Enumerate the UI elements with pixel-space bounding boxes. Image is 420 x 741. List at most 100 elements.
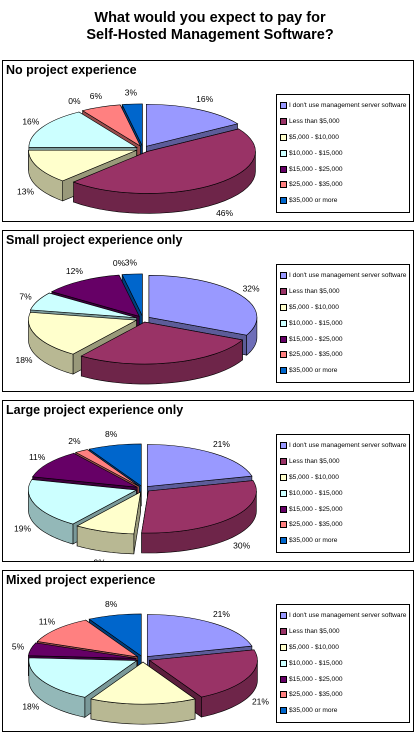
pie-chart-svg: 16% 46% 13% 16% 0% 6% 3% xyxy=(17,87,256,218)
legend-swatch xyxy=(280,165,287,173)
legend-label: $15,000 - $25,000 xyxy=(289,505,343,513)
pie-slice xyxy=(148,649,258,698)
legend-label: Less than $5,000 xyxy=(289,118,340,126)
legend-item: $5,000 - $10,000 xyxy=(280,640,409,656)
pie-slice xyxy=(90,661,196,705)
panel-title: Large project experience only xyxy=(6,403,184,417)
pie-slice xyxy=(28,311,138,355)
pie-slice xyxy=(146,103,239,147)
legend-swatch xyxy=(280,537,287,545)
legend-swatch xyxy=(280,707,287,715)
pie-slice xyxy=(80,321,244,365)
legend-item: I don't use management server software xyxy=(280,268,409,284)
pie-slice-percent-label: 11% xyxy=(39,616,56,626)
pie-slice-percent-label: 46% xyxy=(216,208,233,218)
pie-slice-percent-label: 19% xyxy=(14,523,31,533)
pie-chart-panel-3: Large project experience only 21% 30% 9% 19%… xyxy=(2,400,414,562)
legend-label: Less than $5,000 xyxy=(289,288,340,296)
pie-slice-percent-label: 7% xyxy=(19,291,32,301)
legend-label: $35,000 or more xyxy=(289,537,338,545)
legend-swatch xyxy=(280,691,287,699)
legend-item: $10,000 - $15,000 xyxy=(280,145,409,161)
legend-swatch xyxy=(280,458,287,466)
legend-swatch xyxy=(280,102,287,110)
legend-label: $10,000 - $15,000 xyxy=(289,149,343,157)
panel-title: Small project experience only xyxy=(6,233,183,247)
pie-slice-percent-label: 6% xyxy=(90,91,103,101)
legend-item: $15,000 - $25,000 xyxy=(280,161,409,177)
pie-slice-percent-label: 3% xyxy=(125,87,138,97)
pie-slice xyxy=(76,491,142,535)
legend-item: $35,000 or more xyxy=(280,363,409,379)
pie-slice-percent-label: 9% xyxy=(93,558,106,561)
legend-swatch xyxy=(280,659,287,667)
legend-swatch xyxy=(280,675,287,683)
pie-slice-percent-label: 5% xyxy=(12,642,25,652)
pie-chart-panel-4: Mixed project experience21%21%16%18%5%11… xyxy=(2,570,414,732)
panel-title: Mixed project experience xyxy=(6,573,156,587)
pie-slice xyxy=(88,613,142,657)
legend-swatch xyxy=(280,319,287,327)
pie-slice xyxy=(88,443,142,487)
pie-slice xyxy=(28,479,138,525)
pie-slice-percent-label: 18% xyxy=(22,701,39,711)
legend: I don't use management server software Le… xyxy=(276,434,410,553)
legend-label: I don't use management server software xyxy=(289,272,407,280)
legend-swatch xyxy=(280,181,287,189)
legend-item: $10,000 - $15,000 xyxy=(280,655,409,671)
legend-swatch xyxy=(280,149,287,157)
pie-slice-percent-label: 21% xyxy=(252,697,269,707)
legend-label: $35,000 or more xyxy=(289,707,338,715)
legend-item: $25,000 - $35,000 xyxy=(280,347,409,363)
legend-label: $25,000 - $35,000 xyxy=(289,521,343,529)
pie-chart-panel-1: No project experience 16% 46% 13% 16% 0% 6% 3% I… xyxy=(2,60,414,222)
pie-slice xyxy=(121,273,143,316)
pie-chart-svg: 21%21%16%18%5%11%8% xyxy=(12,599,269,725)
chart-title-line-2: Self-Hosted Management Software? xyxy=(86,27,334,43)
pie-slice xyxy=(32,452,138,488)
legend-item: $5,000 - $10,000 xyxy=(280,470,409,486)
legend-item: $35,000 or more xyxy=(280,193,409,209)
legend-label: $10,000 - $15,000 xyxy=(289,319,343,327)
pie-slice xyxy=(36,619,138,658)
legend-label: $25,000 - $35,000 xyxy=(289,691,343,699)
legend-item: I don't use management server software xyxy=(280,608,409,624)
legend-swatch xyxy=(280,118,287,126)
legend-swatch xyxy=(280,643,287,651)
legend-label: Less than $5,000 xyxy=(289,458,340,466)
legend-item: $10,000 - $15,000 xyxy=(280,315,409,331)
legend: I don't use management server software Le… xyxy=(276,94,410,213)
legend-swatch xyxy=(280,133,287,141)
legend-label: I don't use management server software xyxy=(289,442,407,450)
pie-slice-percent-label: 30% xyxy=(233,540,250,550)
legend-label: I don't use management server software xyxy=(289,612,407,620)
pie-slice-percent-label: 3% xyxy=(125,257,138,267)
legend-item: I don't use management server software xyxy=(280,98,409,114)
pie-slice-percent-label: 28% xyxy=(166,389,183,391)
pie-slice-percent-label: 12% xyxy=(66,266,83,276)
pie-slice xyxy=(148,275,258,336)
pie-slice-percent-label: 0% xyxy=(68,96,81,106)
legend-swatch xyxy=(280,473,287,481)
pie-chart-svg: 21% 30% 9% 19% 11% 2% 8% xyxy=(14,429,257,561)
legend-item: $15,000 - $25,000 xyxy=(280,331,409,347)
pie-slice-percent-label: 0% xyxy=(113,258,126,268)
legend-item: $25,000 - $35,000 xyxy=(280,687,409,703)
legend-label: $5,000 - $10,000 xyxy=(289,643,339,651)
pie-slice xyxy=(74,449,140,487)
legend-label: $25,000 - $35,000 xyxy=(289,351,343,359)
legend-label: $25,000 - $35,000 xyxy=(289,181,343,189)
legend-swatch xyxy=(280,442,287,450)
pie-slice-percent-label: 21% xyxy=(213,439,230,449)
pie-slice xyxy=(28,149,137,182)
pie-slice xyxy=(81,104,142,147)
legend-item: $5,000 - $10,000 xyxy=(280,300,409,316)
pie-slice-percent-label: 16% xyxy=(196,94,213,104)
legend-label: $35,000 or more xyxy=(289,197,338,205)
pie-slice xyxy=(146,444,253,487)
pie-slice xyxy=(121,103,143,146)
pie-slice-percent-label: 21% xyxy=(213,609,230,619)
legend-item: $5,000 - $10,000 xyxy=(280,130,409,146)
legend-item: $25,000 - $35,000 xyxy=(280,177,409,193)
legend-item: Less than $5,000 xyxy=(280,454,409,470)
